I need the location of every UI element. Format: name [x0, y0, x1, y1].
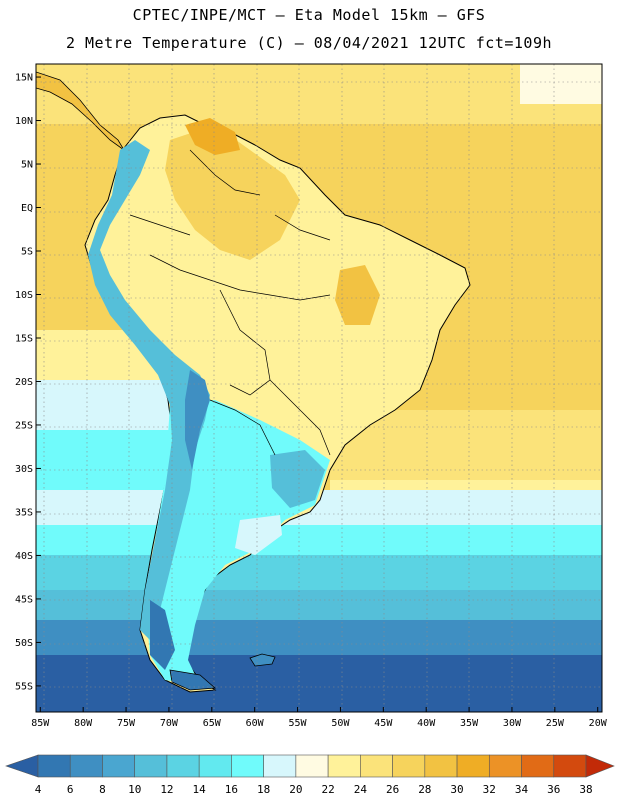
colorbar-tick-label: 20 [289, 783, 302, 796]
colorbar: 4 6 8 10 12 14 16 18 20 22 24 26 28 30 32 34 36 38 [5, 754, 615, 796]
colorbar-box [488, 754, 522, 778]
lat-label: 5S [21, 247, 33, 258]
lon-label: 50W [331, 718, 350, 729]
colorbar-box [102, 754, 136, 778]
colorbar-tick-label: 28 [418, 783, 431, 796]
band-12 [36, 590, 602, 625]
colorbar-box [327, 754, 361, 778]
venezuela-hot-spot [185, 118, 240, 155]
band-8 [36, 620, 602, 660]
lat-label: 20S [15, 377, 33, 388]
patagonia-cold [150, 600, 175, 670]
colorbar-box [456, 754, 490, 778]
colorbar-tick-label: 36 [547, 783, 560, 796]
longitude-labels: 85W 80W 75W 70W 65W 60W 55W 50W 45W 40W 35W 30W 25W 2… [31, 718, 607, 729]
latitude-labels: 15N 10N 5N EQ 5S 10S 15S 20S 25S 30S 35S 40S 45S 50S 5… [15, 73, 33, 693]
ocean-ne-pale [520, 64, 602, 104]
colorbar-tick-label: 12 [160, 783, 173, 796]
altiplano-cold [185, 370, 210, 470]
lon-label: 30W [503, 718, 522, 729]
colorbar-box [360, 754, 393, 778]
andes-cold-ridge [88, 140, 210, 640]
lat-label: 5N [21, 160, 33, 171]
lat-label: 45S [15, 594, 33, 605]
lat-label: 30S [15, 464, 33, 475]
map-title-line1: CPTEC/INPE/MCT – Eta Model 15km – GFS [132, 6, 486, 24]
atlantic-band-26 [330, 410, 602, 490]
colorbar-box [521, 754, 555, 778]
colorbar-tick-label: 16 [225, 783, 238, 796]
lat-label: 25S [15, 420, 33, 431]
colorbar-box [69, 754, 103, 778]
colorbar-tick-label: 8 [99, 783, 106, 796]
colorbar-tick-label: 34 [515, 783, 529, 796]
lat-label: 50S [15, 638, 33, 649]
lat-label: 10N [15, 116, 33, 127]
central-america [36, 71, 125, 151]
lat-label: 15S [15, 333, 33, 344]
map-frame [35, 63, 603, 713]
lat-label: EQ [21, 203, 33, 214]
colorbar-tick-label: 26 [386, 783, 399, 796]
colorbar-tick-label: 10 [128, 783, 141, 796]
lon-label: 85W [31, 718, 50, 729]
axis-ticks [36, 76, 599, 712]
colorbar-labels: 4 6 8 10 12 14 16 18 20 22 24 26 28 30 32 34 36 38 [35, 783, 593, 796]
band-16 [36, 525, 602, 560]
country-borders [129, 149, 331, 456]
colorbar-box [263, 754, 297, 778]
pacific-band-16 [36, 430, 186, 490]
colorbar-tick-label: 22 [321, 783, 334, 796]
lat-label: 55S [15, 681, 33, 692]
colorbar-boxes [5, 754, 615, 778]
colorbar-high-triangle [585, 754, 615, 778]
colorbar-tick-label: 6 [67, 783, 74, 796]
colorbar-box [37, 754, 71, 778]
temperature-map: 15N 10N 5N EQ 5S 10S 15S 20S 25S 30S 35S 40S 45S 50S 5… [15, 63, 608, 729]
tierra-del-fuego [169, 669, 216, 691]
lon-label: 40W [417, 718, 436, 729]
colorbar-tick-label: 32 [483, 783, 496, 796]
colorbar-box [392, 754, 426, 778]
pampas-mild [235, 515, 282, 555]
band-4 [36, 655, 602, 712]
lon-label: 25W [546, 718, 565, 729]
lat-label: 35S [15, 507, 33, 518]
colorbar-low-triangle [5, 754, 39, 778]
lon-label: 75W [117, 718, 136, 729]
colorbar-tick-label: 24 [354, 783, 368, 796]
colorbar-box [231, 754, 264, 778]
colorbar-box [134, 754, 168, 778]
lon-label: 70W [160, 718, 179, 729]
lat-label: 10S [15, 290, 33, 301]
lon-label: 45W [374, 718, 393, 729]
colorbar-tick-label: 18 [257, 783, 270, 796]
lon-label: 55W [289, 718, 308, 729]
colorbar-box [295, 754, 329, 778]
colorbar-tick-label: 30 [450, 783, 463, 796]
colorbar-box [553, 754, 587, 778]
colorbar-box [424, 754, 458, 778]
colorbar-tick-label: 4 [35, 783, 42, 796]
colorbar-box [166, 754, 200, 778]
falkland-islands [249, 653, 276, 667]
lon-label: 60W [246, 718, 265, 729]
lon-label: 80W [74, 718, 93, 729]
band-14 [36, 555, 602, 595]
lat-label: 15N [15, 73, 33, 84]
uruguay-cool [270, 450, 325, 508]
lon-label: 65W [203, 718, 222, 729]
colorbar-box [198, 754, 232, 778]
map-title-line2: 2 Metre Temperature (C) – 08/04/2021 12U… [65, 34, 553, 52]
brazil-hot-spot [335, 265, 380, 325]
colorbar-tick-label: 38 [579, 783, 592, 796]
lon-label: 20W [589, 718, 608, 729]
lon-label: 35W [460, 718, 479, 729]
colorbar-tick-label: 14 [193, 783, 207, 796]
graticule [36, 64, 602, 712]
lat-label: 40S [15, 551, 33, 562]
ocean-north-band [36, 64, 602, 124]
